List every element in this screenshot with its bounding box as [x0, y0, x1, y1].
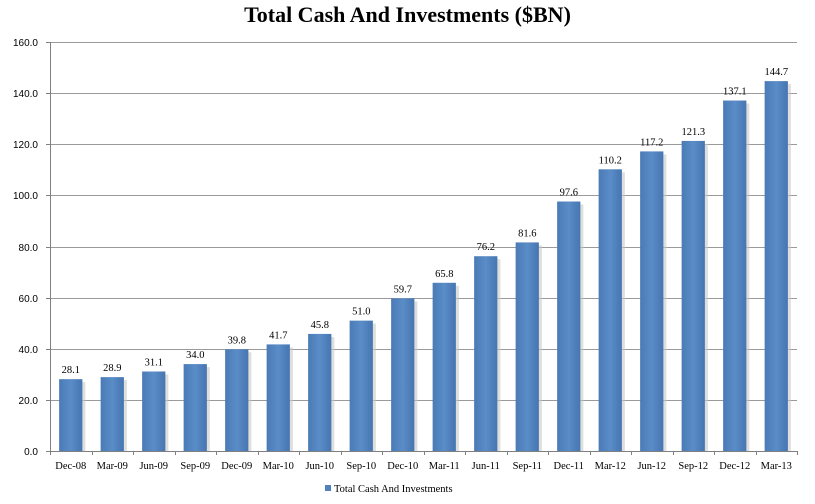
y-tick-label: 80.0 — [19, 243, 39, 254]
data-label: 28.9 — [103, 363, 121, 374]
y-tick-label: 20.0 — [19, 396, 39, 407]
data-label: 39.8 — [228, 335, 246, 346]
bar — [391, 298, 415, 451]
x-tick-label: Mar-09 — [97, 461, 128, 472]
bar — [764, 81, 788, 451]
bar — [266, 344, 290, 451]
x-tick-label: Mar-13 — [761, 461, 792, 472]
x-tick-label: Jun-11 — [472, 461, 500, 472]
legend-label: Total Cash And Investments — [334, 484, 453, 495]
x-tick-label: Mar-10 — [263, 461, 294, 472]
data-label: 41.7 — [269, 330, 287, 341]
data-label: 117.2 — [640, 137, 663, 148]
data-label: 34.0 — [186, 350, 204, 361]
bar — [557, 201, 581, 451]
x-tick-label: Mar-12 — [595, 461, 626, 472]
data-label: 81.6 — [518, 228, 536, 239]
data-label: 137.1 — [723, 87, 747, 98]
x-tick-label: Dec-12 — [719, 461, 750, 472]
bar — [183, 364, 207, 451]
y-tick-label: 100.0 — [13, 191, 38, 202]
chart-title: Total Cash And Investments ($BN) — [244, 2, 571, 27]
x-tick-label: Sep-09 — [180, 461, 210, 472]
data-label: 76.2 — [477, 242, 495, 253]
bar — [308, 333, 332, 451]
data-label: 110.2 — [599, 155, 622, 166]
data-label: 144.7 — [764, 67, 788, 78]
bar — [349, 320, 373, 451]
x-tick-label: Dec-11 — [553, 461, 584, 472]
x-tick-label: Sep-12 — [678, 461, 708, 472]
y-tick-label: 0.0 — [24, 447, 38, 458]
bar — [598, 169, 622, 451]
y-tick-label: 60.0 — [19, 294, 39, 305]
data-label: 59.7 — [394, 284, 412, 295]
bar — [225, 349, 249, 451]
y-tick-label: 40.0 — [19, 345, 39, 356]
x-tick-label: Jun-12 — [637, 461, 666, 472]
data-label: 51.0 — [352, 307, 370, 318]
x-tick-label: Jun-10 — [305, 461, 334, 472]
x-tick-label: Sep-10 — [346, 461, 376, 472]
x-tick-label: Dec-10 — [387, 461, 418, 472]
data-label: 121.3 — [681, 127, 705, 138]
data-label: 28.1 — [62, 365, 80, 376]
x-tick-label: Jun-09 — [139, 461, 168, 472]
bar — [100, 377, 124, 451]
bar — [640, 151, 664, 451]
bar — [681, 140, 705, 451]
bar — [59, 379, 83, 451]
bar — [142, 371, 166, 451]
bar — [432, 282, 456, 451]
x-tick-label: Mar-11 — [429, 461, 460, 472]
y-tick-label: 140.0 — [13, 89, 38, 100]
data-label: 65.8 — [435, 269, 453, 280]
x-tick-label: Dec-09 — [221, 461, 252, 472]
data-label: 45.8 — [311, 320, 329, 331]
x-tick-label: Dec-08 — [55, 461, 86, 472]
bar — [723, 100, 747, 452]
legend-swatch — [325, 485, 331, 491]
bar — [515, 242, 539, 451]
y-tick-label: 120.0 — [13, 140, 38, 151]
bar — [474, 256, 498, 451]
x-tick-label: Sep-11 — [513, 461, 542, 472]
y-tick-label: 160.0 — [13, 38, 38, 49]
data-label: 31.1 — [145, 358, 163, 369]
data-label: 97.6 — [560, 188, 578, 199]
